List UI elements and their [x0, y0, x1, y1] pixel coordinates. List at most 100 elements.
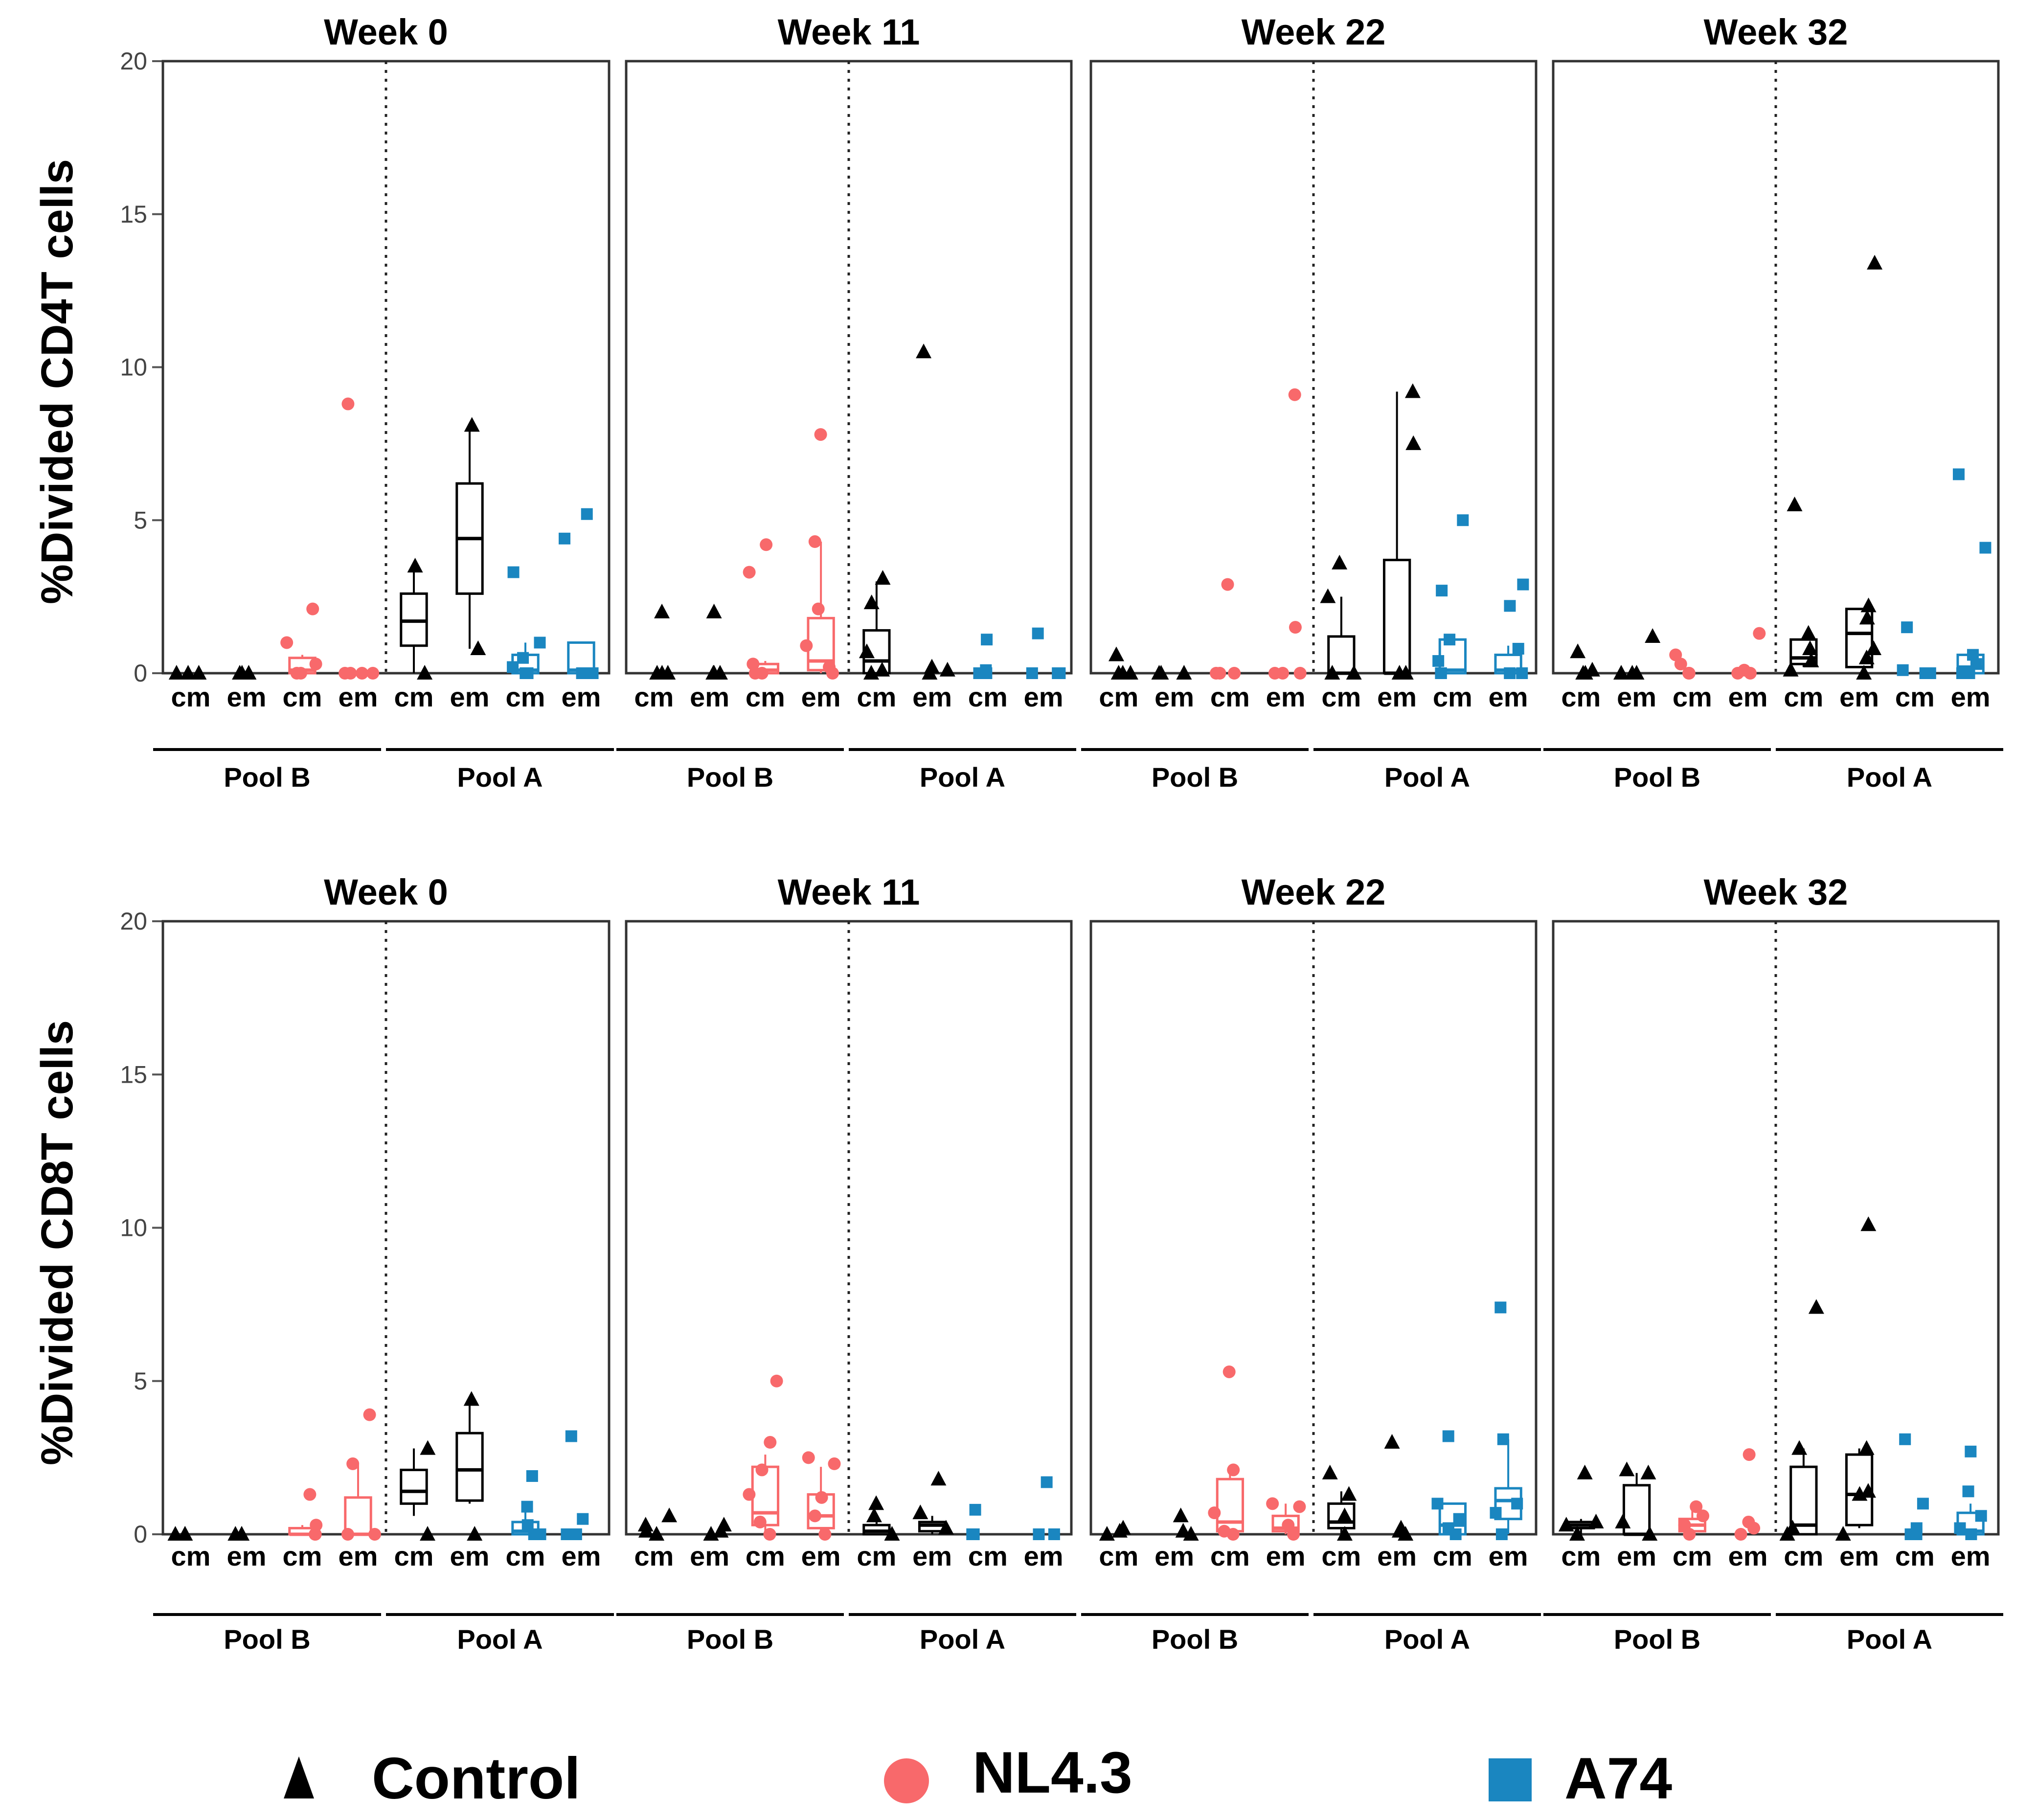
pool-label: Pool A	[1847, 762, 1932, 793]
y-tick-label: 15	[120, 1061, 147, 1088]
data-point-triangle	[1115, 1520, 1131, 1535]
data-point-triangle	[916, 343, 932, 359]
data-point-circle	[815, 1491, 828, 1504]
data-point-triangle	[1640, 1464, 1656, 1479]
category-label: em	[1377, 1541, 1417, 1571]
data-point-triangle	[232, 665, 248, 680]
legend-item-control: Control	[284, 1746, 581, 1811]
data-point-circle	[1266, 1497, 1279, 1510]
data-point-triangle	[417, 665, 433, 680]
pool-label: Pool A	[1384, 1624, 1470, 1655]
data-point-triangle	[924, 659, 940, 674]
data-point-triangle	[1856, 665, 1872, 680]
data-point-square	[1979, 542, 1992, 554]
data-point-circle	[341, 397, 355, 410]
data-point-square	[1897, 664, 1909, 676]
group-control	[862, 1495, 900, 1541]
data-point-triangle	[1099, 1526, 1115, 1541]
box	[1271, 1514, 1300, 1533]
data-point-square	[968, 1528, 980, 1540]
data-point-circle	[1208, 1506, 1221, 1520]
group-nl43	[288, 1488, 323, 1541]
data-point-square	[1512, 642, 1524, 655]
data-point-triangle	[464, 417, 480, 432]
box	[751, 1465, 780, 1526]
data-point-triangle	[1588, 1513, 1604, 1528]
data-point-triangle	[1346, 665, 1362, 680]
data-point-circle	[1282, 1519, 1295, 1532]
data-point-circle	[1669, 648, 1682, 661]
category-label: em	[1154, 682, 1194, 712]
legend: Control NL4.3 A74	[284, 1740, 1672, 1811]
data-point-square	[1442, 1430, 1454, 1442]
group-control	[455, 1391, 484, 1541]
data-point-circle	[310, 1519, 323, 1532]
category-label: em	[1728, 682, 1768, 712]
category-label: cm	[394, 682, 434, 712]
y-tick-label: 0	[134, 1521, 147, 1548]
group-control	[703, 1517, 732, 1541]
category-label: cm	[857, 682, 896, 712]
data-point-circle	[814, 428, 827, 441]
data-point-triangle	[654, 665, 670, 680]
group-control	[1783, 496, 1819, 677]
data-point-circle	[1268, 667, 1281, 680]
group-control	[1570, 643, 1600, 680]
category-label: em	[562, 1541, 601, 1571]
group-control	[1613, 628, 1661, 680]
data-point-triangle	[1570, 643, 1586, 659]
pool-label: Pool A	[457, 1624, 543, 1655]
data-point-square	[969, 1503, 981, 1516]
data-point-circle	[763, 1528, 776, 1541]
category-label: cm	[746, 682, 785, 712]
data-point-square	[1453, 1513, 1465, 1525]
data-point-triangle	[868, 1495, 884, 1510]
data-point-square	[1026, 667, 1038, 679]
data-point-square	[534, 637, 546, 649]
category-label: em	[1951, 1541, 1991, 1571]
data-point-circle	[1213, 667, 1226, 680]
data-point-circle	[1690, 1500, 1703, 1513]
data-point-triangle	[1176, 665, 1192, 680]
category-label: cm	[1099, 1541, 1138, 1571]
data-point-triangle	[1783, 661, 1799, 677]
pool-label: Pool B	[1614, 1624, 1700, 1655]
group-control	[1099, 1520, 1131, 1541]
legend-label-control: Control	[372, 1746, 581, 1811]
data-point-square	[517, 652, 529, 664]
y-tick-label: 5	[134, 506, 147, 534]
data-point-square	[1967, 649, 1979, 661]
data-point-triangle	[1336, 1507, 1353, 1523]
group-a74	[973, 634, 993, 679]
pool-label: Pool B	[1152, 762, 1238, 793]
data-point-triangle	[1613, 665, 1630, 680]
cd8-week0-title: Week 0	[324, 872, 448, 912]
pool-label: Pool A	[920, 762, 1005, 793]
category-label: cm	[394, 1541, 434, 1571]
data-point-square	[1033, 1528, 1045, 1540]
data-point-circle	[764, 1436, 777, 1449]
group-nl43	[339, 397, 380, 680]
group-nl43	[280, 602, 322, 680]
y-tick-label: 20	[120, 908, 147, 935]
category-label: cm	[171, 1541, 211, 1571]
group-nl43	[1731, 627, 1766, 680]
data-point-square	[1511, 1498, 1523, 1510]
group-control	[1779, 1299, 1824, 1541]
data-point-square	[981, 634, 993, 646]
group-control	[649, 603, 676, 680]
category-label: cm	[1561, 1541, 1601, 1571]
group-control	[1151, 665, 1192, 680]
y-tick-label: 5	[134, 1367, 147, 1395]
data-point-triangle	[1858, 649, 1875, 664]
data-point-triangle	[1336, 1526, 1353, 1541]
data-point-triangle	[1115, 665, 1131, 680]
category-label: em	[690, 1541, 729, 1571]
data-point-triangle	[1803, 652, 1819, 667]
category-label: cm	[1561, 682, 1601, 712]
data-point-triangle	[1858, 1440, 1875, 1455]
data-point-circle	[1293, 667, 1307, 680]
pool-label: Pool B	[1152, 1624, 1238, 1655]
category-label: em	[690, 682, 729, 712]
group-nl43	[1208, 1365, 1245, 1541]
